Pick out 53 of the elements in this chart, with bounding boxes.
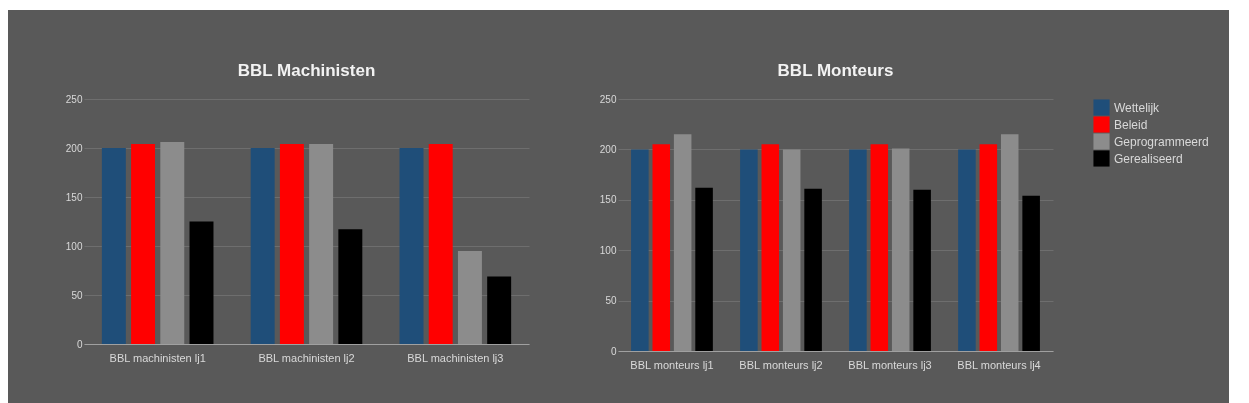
y-tick-label: 250	[65, 93, 83, 105]
bar	[279, 144, 304, 344]
bar	[160, 142, 185, 344]
bar	[958, 149, 976, 351]
x-tick-label: BBL monteurs lj2	[739, 358, 823, 371]
y-tick-label: 0	[610, 345, 617, 357]
legend-label: Wettelijk	[1114, 100, 1161, 115]
x-tick-label: BBL monteurs lj4	[957, 358, 1041, 371]
y-tick-label: 50	[71, 289, 83, 301]
bar	[849, 149, 867, 351]
bar	[309, 144, 334, 344]
bar	[338, 229, 363, 344]
y-tick-label: 200	[65, 142, 83, 154]
bar	[250, 148, 275, 344]
bar	[979, 144, 998, 351]
y-tick-label: 100	[65, 240, 83, 252]
bar	[804, 188, 822, 351]
y-tick-label: 200	[599, 143, 617, 155]
bar	[870, 144, 889, 351]
legend-label: Geprogrammeerd	[1114, 134, 1209, 149]
bar	[428, 144, 453, 344]
bar	[1022, 195, 1040, 351]
legend-label: Gerealiseerd	[1114, 151, 1183, 166]
bar	[487, 276, 512, 344]
chart-title: BBL Monteurs	[777, 61, 894, 80]
x-tick-label: BBL machinisten lj1	[109, 351, 206, 364]
bar	[399, 148, 424, 344]
bar	[761, 144, 780, 351]
bar	[131, 144, 156, 344]
y-tick-label: 250	[599, 93, 617, 105]
bar	[782, 149, 801, 351]
bar	[1000, 134, 1019, 351]
y-tick-label: 150	[65, 191, 83, 203]
x-tick-label: BBL monteurs lj1	[630, 358, 714, 371]
bar	[101, 148, 126, 344]
bar	[740, 149, 758, 351]
x-tick-label: BBL monteurs lj3	[848, 358, 932, 371]
y-tick-label: 100	[599, 244, 617, 256]
bar	[652, 144, 671, 351]
y-tick-label: 50	[605, 295, 617, 307]
bar	[189, 221, 214, 344]
bar	[457, 250, 482, 344]
bar	[631, 149, 649, 351]
bar	[891, 148, 910, 351]
chart-title: BBL Machinisten	[237, 61, 376, 80]
bar	[673, 134, 692, 351]
y-tick-label: 150	[599, 194, 617, 206]
x-tick-label: BBL machinisten lj2	[258, 351, 355, 364]
bar	[695, 187, 713, 351]
bar	[913, 189, 931, 351]
legend-label: Beleid	[1114, 117, 1148, 132]
y-tick-label: 0	[76, 338, 83, 350]
x-tick-label: BBL machinisten lj3	[407, 351, 504, 364]
